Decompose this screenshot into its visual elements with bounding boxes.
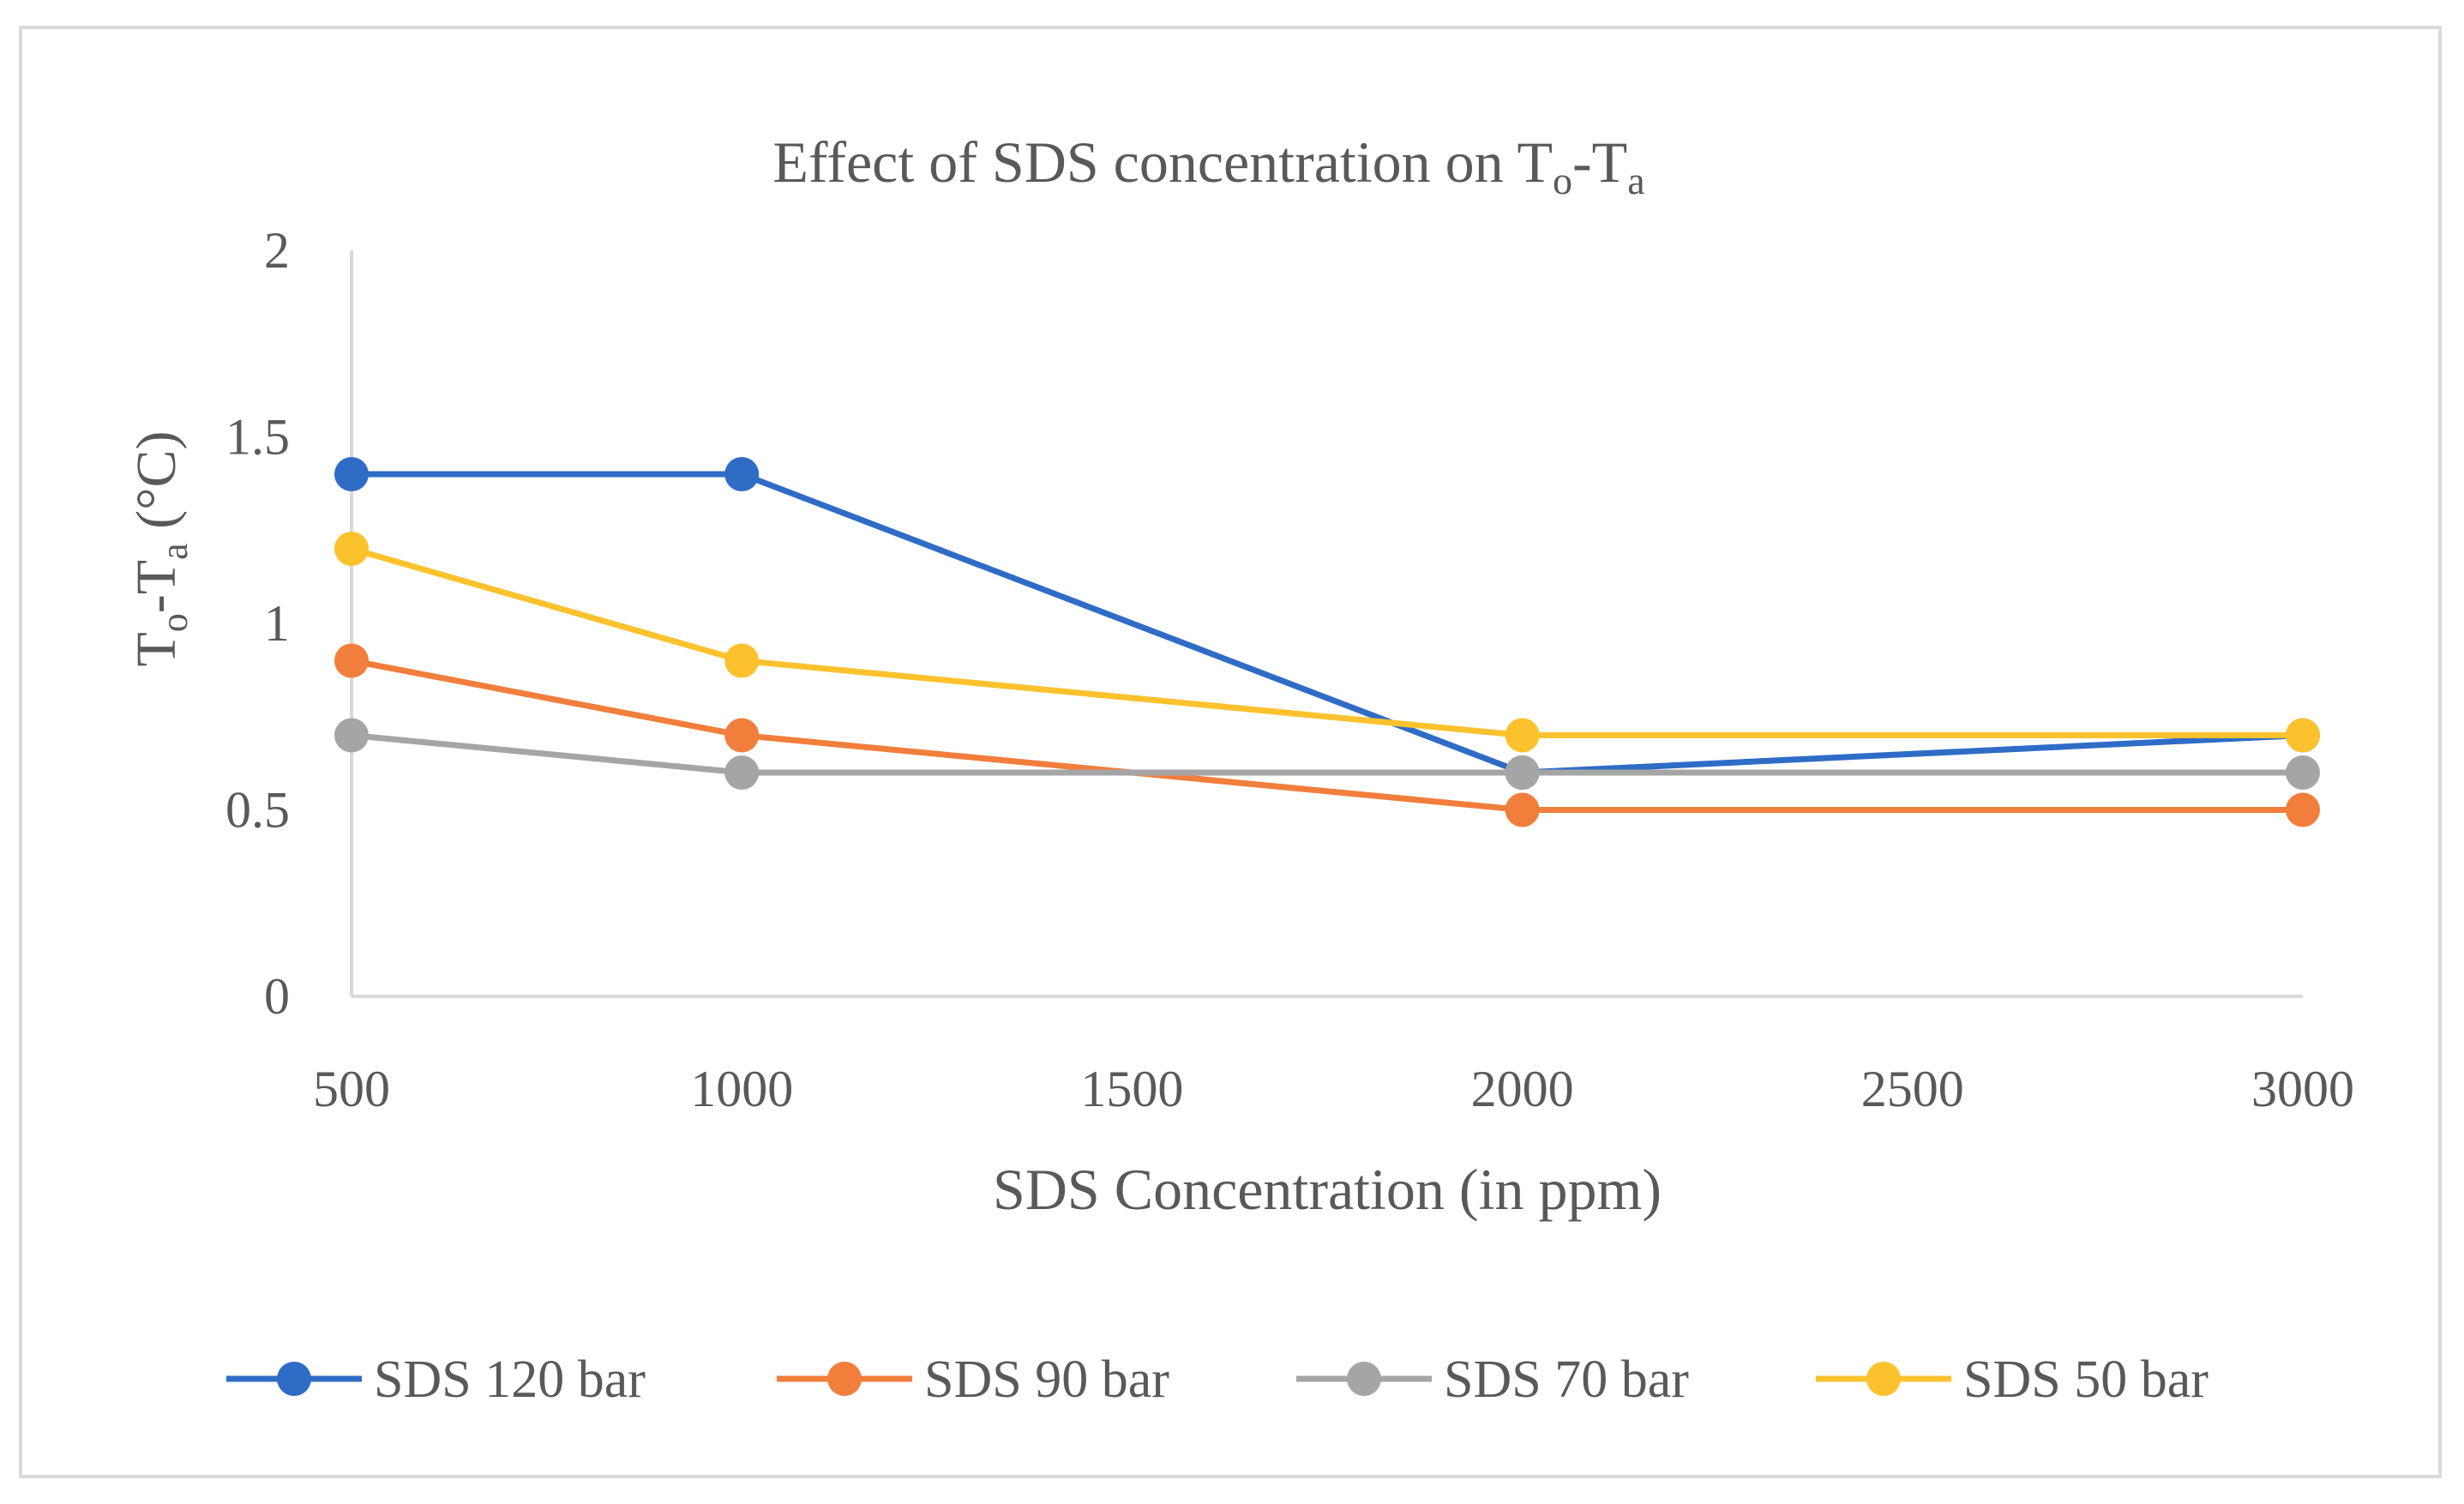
series-sds-120-bar <box>334 457 2320 790</box>
y-tick-label: 0 <box>264 968 290 1025</box>
x-axis-label: SDS Concentration (in ppm) <box>993 1157 1662 1222</box>
legend-label: SDS 50 bar <box>1963 1351 2209 1409</box>
data-point <box>1505 718 1540 753</box>
x-tick-labels: 500 1000 1500 2000 2500 3000 <box>313 1061 2354 1117</box>
data-point <box>1505 755 1540 790</box>
legend-label: SDS 70 bar <box>1444 1351 1689 1409</box>
chart-frame <box>19 26 2442 1478</box>
series-line <box>352 471 2304 776</box>
data-point <box>2286 792 2320 827</box>
data-point <box>334 457 369 491</box>
legend-marker <box>1866 1362 1901 1396</box>
data-point <box>334 532 369 566</box>
y-tick-labels: 0 0.5 1 1.5 2 <box>225 222 290 1025</box>
series-group <box>334 457 2320 827</box>
x-tick-label: 500 <box>313 1061 390 1117</box>
y-axis-label: To-Ta (°C) <box>125 430 195 666</box>
data-point <box>2286 718 2320 753</box>
data-point <box>1505 792 1540 827</box>
legend-marker <box>1347 1362 1381 1396</box>
legend-item: SDS 70 bar <box>1296 1351 1689 1409</box>
data-point <box>334 718 369 753</box>
legend-marker <box>277 1362 311 1396</box>
data-point <box>724 718 760 753</box>
data-point <box>724 755 760 790</box>
data-point <box>334 643 369 678</box>
y-tick-label: 1.5 <box>225 409 290 466</box>
data-point <box>2286 755 2320 790</box>
legend-label: SDS 90 bar <box>924 1351 1169 1409</box>
legend-item: SDS 90 bar <box>777 1351 1169 1409</box>
y-tick-label: 0.5 <box>225 782 290 839</box>
series-line <box>351 732 2303 776</box>
legend-marker <box>827 1362 862 1396</box>
series-sds-70-bar <box>334 718 2320 790</box>
axes <box>350 250 2303 998</box>
chart-title: Effect of SDS concentration on To-Ta <box>772 129 1644 202</box>
x-tick-label: 1500 <box>1080 1061 1183 1117</box>
data-point <box>724 643 760 678</box>
y-tick-label: 1 <box>264 595 290 652</box>
legend-item: SDS 120 bar <box>226 1351 646 1409</box>
y-tick-label: 2 <box>264 222 290 279</box>
x-tick-label: 2000 <box>1471 1061 1574 1117</box>
x-tick-label: 2500 <box>1861 1061 1964 1117</box>
x-tick-label: 1000 <box>690 1061 793 1117</box>
legend: SDS 120 bar SDS 90 bar SDS 70 bar SDS 50 ba… <box>226 1351 2209 1409</box>
legend-item: SDS 50 bar <box>1816 1351 2209 1409</box>
legend-label: SDS 120 bar <box>374 1351 646 1409</box>
data-point <box>724 457 760 491</box>
x-tick-label: 3000 <box>2251 1061 2354 1117</box>
series-sds-50-bar <box>334 532 2320 753</box>
series-line <box>351 545 2303 738</box>
